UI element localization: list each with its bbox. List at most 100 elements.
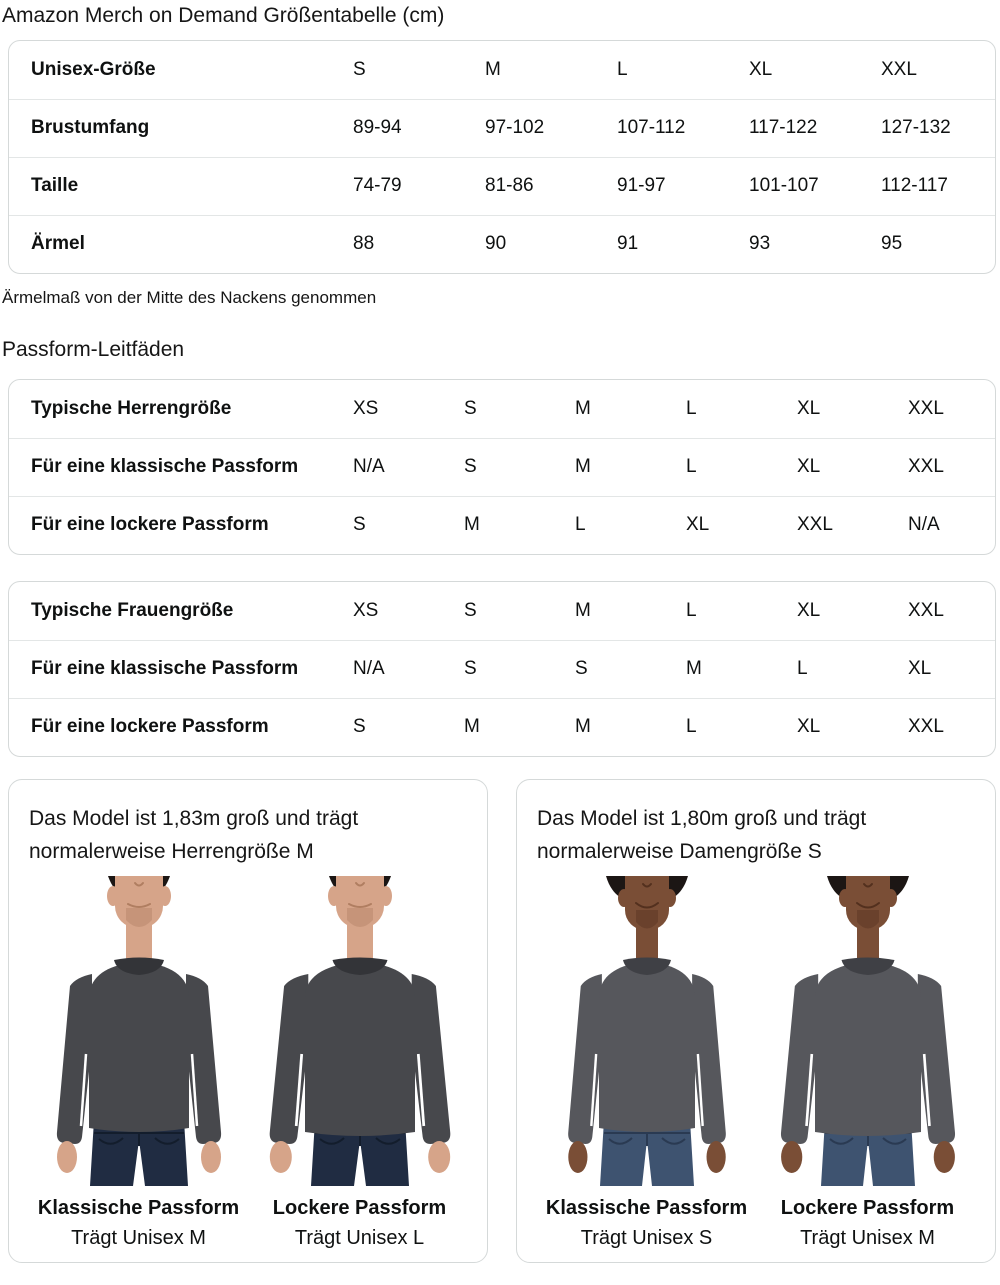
model-figure-classic: Klassische Passform Trägt Unisex S [540,876,753,1250]
size-cell: 90 [485,214,617,273]
table-row: Ärmel 88 90 91 93 95 [9,214,995,273]
row-label: Für eine klassische Passform [9,639,353,698]
size-cell: 95 [881,214,995,273]
model-card-heading: Das Model ist 1,80m groß und trägt norma… [537,807,867,863]
size-cell: XL [797,437,908,496]
table-row: Typische Herrengröße XS S M L XL XXL [9,380,995,438]
size-cell: M [575,437,686,496]
size-cell: XXL [797,495,908,554]
size-cell: XXL [908,697,995,756]
size-cell: XXL [881,58,917,80]
size-cell: XL [749,58,773,80]
shirt [567,957,726,1173]
size-cell: XS [353,599,379,621]
model-photo-female-classic [543,876,750,1186]
fit-name: Lockere Passform [780,1197,955,1219]
unisex-size-table: Unisex-Größe S M L XL XXL Brustumfang 89… [9,41,995,273]
size-cell: N/A [908,495,995,554]
sleeve-measure-note: Ärmelmaß von der Mitte des Nackens genom… [2,288,377,307]
womens-fit-table-card: Typische Frauengröße XS S M L XL XXL Für… [8,581,996,757]
model-cards: Das Model ist 1,83m groß und trägt norma… [8,779,996,1263]
size-cell: XL [797,599,821,621]
size-cell: S [464,639,575,698]
fit-size: Trägt Unisex S [580,1227,713,1249]
row-label: Unisex-Größe [31,58,156,80]
size-cell: XS [353,397,379,419]
size-cell: M [485,58,501,80]
fit-guides-heading: Passform-Leitfäden [2,338,185,361]
size-cell: L [686,437,797,496]
model-figure-loose: Lockere Passform Trägt Unisex L [253,876,466,1250]
size-cell: L [686,599,697,621]
table-row: Für eine lockere Passform S M M L XL XXL [9,697,995,756]
table-row: Typische Frauengröße XS S M L XL XXL [9,582,995,640]
model-photo-female-loose [764,876,971,1186]
size-cell: S [575,639,686,698]
row-label: Typische Frauengröße [31,599,234,621]
size-cell: N/A [353,437,464,496]
table-row: Unisex-Größe S M L XL XXL [9,41,995,99]
table-row: Brustumfang 89-94 97-102 107-112 117-122… [9,98,995,157]
table-row: Taille 74-79 81-86 91-97 101-107 112-117 [9,156,995,215]
size-cell: 89-94 [353,98,485,157]
table-row: Für eine klassische Passform N/A S S M L… [9,639,995,698]
shirt [269,957,450,1173]
row-label: Brustumfang [9,98,353,157]
jeans [599,1120,694,1186]
size-cell: XXL [908,599,944,621]
mens-fit-table-card: Typische Herrengröße XS S M L XL XXL Für… [8,379,996,555]
model-figures: Klassische Passform Trägt Unisex S [537,876,977,1250]
table-row: Für eine lockere Passform S M L XL XXL N… [9,495,995,554]
row-label: Typische Herrengröße [31,397,232,419]
male-loose-illustration [269,876,450,1186]
mens-fit-table: Typische Herrengröße XS S M L XL XXL Für… [9,380,995,554]
model-figures: Klassische Passform Trägt Unisex M [29,876,469,1250]
size-cell: M [464,495,575,554]
size-cell: 107-112 [617,98,749,157]
size-cell: 91-97 [617,156,749,215]
row-label: Für eine klassische Passform [9,437,353,496]
fit-name: Klassische Passform [37,1197,240,1219]
size-cell: M [686,639,797,698]
male-classic-illustration [56,876,221,1186]
fit-size: Trägt Unisex L [294,1227,425,1249]
size-cell: M [575,599,591,621]
size-cell: M [575,697,686,756]
table-row: Für eine klassische Passform N/A S M L X… [9,437,995,496]
size-cell: S [353,58,366,80]
size-cell: 127-132 [881,98,995,157]
fit-size: Trägt Unisex M [800,1227,935,1249]
fit-size: Trägt Unisex M [71,1227,206,1249]
size-cell: S [464,437,575,496]
page-title: Amazon Merch on Demand Größentabelle (cm… [2,4,445,27]
size-cell: 97-102 [485,98,617,157]
size-cell: XL [797,697,908,756]
model-photo-male-classic [35,876,242,1186]
model-figure-classic: Klassische Passform Trägt Unisex M [32,876,245,1250]
size-cell: M [464,697,575,756]
size-cell: L [686,397,697,419]
size-cell: L [575,495,686,554]
size-cell: 88 [353,214,485,273]
model-card-heading: Das Model ist 1,83m groß und trägt norma… [29,807,359,863]
row-label: Taille [9,156,353,215]
female-classic-illustration [567,876,726,1186]
size-cell: 117-122 [749,98,881,157]
size-cell: 74-79 [353,156,485,215]
size-cell: XL [797,397,821,419]
size-cell: L [617,58,628,80]
row-label: Für eine lockere Passform [9,697,353,756]
size-cell: S [353,697,464,756]
size-cell: 93 [749,214,881,273]
size-cell: M [575,397,591,419]
size-cell: 91 [617,214,749,273]
size-cell: 81-86 [485,156,617,215]
size-cell: XXL [908,397,944,419]
womens-fit-table: Typische Frauengröße XS S M L XL XXL Für… [9,582,995,756]
size-cell: N/A [353,639,464,698]
size-cell: XL [908,639,995,698]
model-figure-loose: Lockere Passform Trägt Unisex M [761,876,974,1250]
size-cell: S [353,495,464,554]
size-cell: 101-107 [749,156,881,215]
fit-name: Klassische Passform [545,1197,748,1219]
